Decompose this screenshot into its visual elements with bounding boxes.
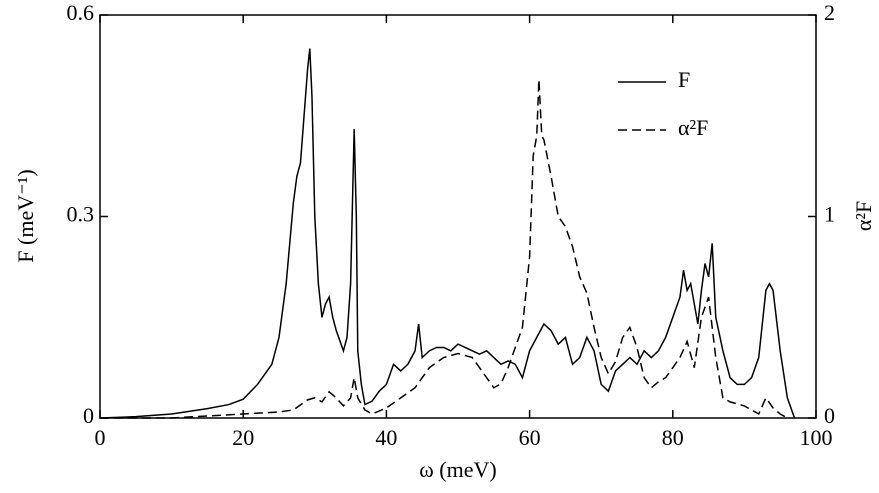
y2-axis-label: α²F — [851, 201, 876, 231]
x-tick-label: 80 — [662, 425, 684, 450]
legend-label: F — [678, 67, 690, 92]
y2-tick-label: 0 — [824, 403, 835, 428]
x-axis-label: ω (meV) — [419, 457, 496, 482]
y-tick-label: 0.6 — [67, 0, 95, 25]
x-tick-label: 40 — [375, 425, 397, 450]
y-axis-label: F (meV⁻¹) — [13, 169, 38, 262]
y-tick-label: 0 — [83, 403, 94, 428]
x-tick-label: 100 — [800, 425, 833, 450]
y2-tick-label: 2 — [824, 0, 835, 25]
x-tick-label: 60 — [519, 425, 541, 450]
series-line — [99, 48, 796, 419]
x-tick-label: 0 — [95, 425, 106, 450]
y-tick-label: 0.3 — [67, 202, 95, 227]
plot-frame — [99, 14, 817, 419]
y2-tick-label: 1 — [824, 202, 835, 227]
series-line — [100, 79, 788, 419]
legend-label: α²F — [678, 115, 708, 140]
x-tick-label: 20 — [232, 425, 254, 450]
